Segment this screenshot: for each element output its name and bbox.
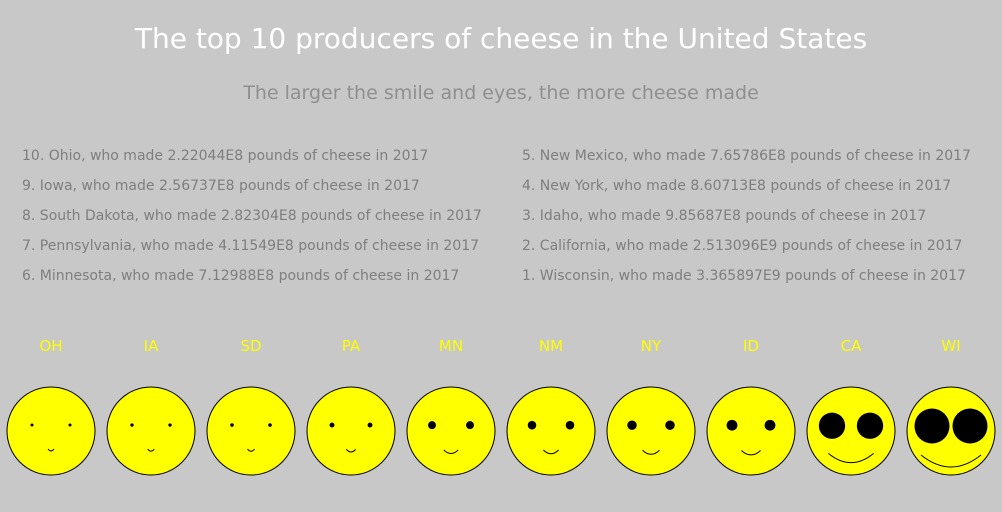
face-eye	[130, 423, 134, 427]
face-smile	[147, 448, 155, 452]
face-circle	[506, 386, 596, 476]
face-smile	[828, 452, 874, 464]
face-smile	[642, 449, 660, 455]
face-smile	[47, 448, 55, 452]
state-label: WI	[941, 337, 960, 355]
state-label: MN	[439, 337, 463, 355]
state-label: NY	[641, 337, 662, 355]
ranking-row: 8. South Dakota, who made 2.82304E8 poun…	[22, 208, 482, 224]
face-eye	[818, 412, 846, 439]
state-label: IA	[144, 337, 159, 355]
face-circle	[206, 386, 296, 476]
face-eye	[914, 408, 950, 444]
ranking-row: 7. Pennsylvania, who made 4.11549E8 poun…	[22, 238, 480, 254]
face-eye	[627, 420, 637, 430]
ranking-row: 6. Minnesota, who made 7.12988E8 pounds …	[22, 268, 460, 284]
ranking-list-left: 10. Ohio, who made 2.22044E8 pounds of c…	[22, 146, 502, 296]
face-eye	[68, 423, 72, 427]
face-smile	[741, 450, 761, 456]
face-smile	[345, 449, 357, 453]
face-circle	[806, 386, 896, 476]
face-eye	[329, 422, 335, 428]
chart-title: The top 10 producers of cheese in the Un…	[134, 22, 868, 55]
ranking-row: 4. New York, who made 8.60713E8 pounds o…	[522, 178, 952, 194]
face-eye	[168, 423, 172, 427]
face-eye	[726, 419, 738, 431]
face-eye	[367, 422, 373, 428]
chart-subtitle: The larger the smile and eyes, the more …	[243, 82, 759, 104]
face-eye	[665, 420, 675, 430]
face-circle	[106, 386, 196, 476]
face-eye	[527, 420, 537, 430]
ranking-row: 9. Iowa, who made 2.56737E8 pounds of ch…	[22, 178, 420, 194]
face-eye	[268, 423, 272, 427]
face-circle	[406, 386, 496, 476]
face-eye	[856, 412, 884, 439]
face-eye	[565, 420, 575, 430]
state-label: PA	[342, 337, 361, 355]
state-label: NM	[539, 337, 563, 355]
face-smile	[920, 454, 982, 468]
face-circle	[306, 386, 396, 476]
state-label: ID	[743, 337, 759, 355]
state-label: OH	[39, 337, 62, 355]
ranking-row: 2. California, who made 2.513096E9 pound…	[522, 238, 963, 254]
ranking-row: 5. New Mexico, who made 7.65786E8 pounds…	[522, 148, 971, 164]
face-circle	[706, 386, 796, 476]
ranking-row: 10. Ohio, who made 2.22044E8 pounds of c…	[22, 148, 429, 164]
ranking-row: 1. Wisconsin, who made 3.365897E9 pounds…	[522, 268, 966, 284]
face-smile	[247, 448, 255, 452]
state-label: CA	[841, 337, 862, 355]
face-smile	[443, 449, 459, 454]
face-eye	[428, 421, 436, 430]
face-eye	[952, 408, 988, 444]
state-label: SD	[240, 337, 261, 355]
face-eye	[230, 423, 234, 427]
face-eye	[764, 419, 776, 431]
smiley-chart: OH IA SD PA MN NM NY ID CA WI	[6, 337, 996, 476]
face-smile	[542, 449, 560, 455]
face-circle	[606, 386, 696, 476]
face-eye	[466, 421, 474, 430]
ranking-list-right: 5. New Mexico, who made 7.65786E8 pounds…	[522, 146, 1002, 296]
face-circle	[6, 386, 96, 476]
face-eye	[30, 423, 34, 427]
ranking-row: 3. Idaho, who made 9.85687E8 pounds of c…	[522, 208, 927, 224]
